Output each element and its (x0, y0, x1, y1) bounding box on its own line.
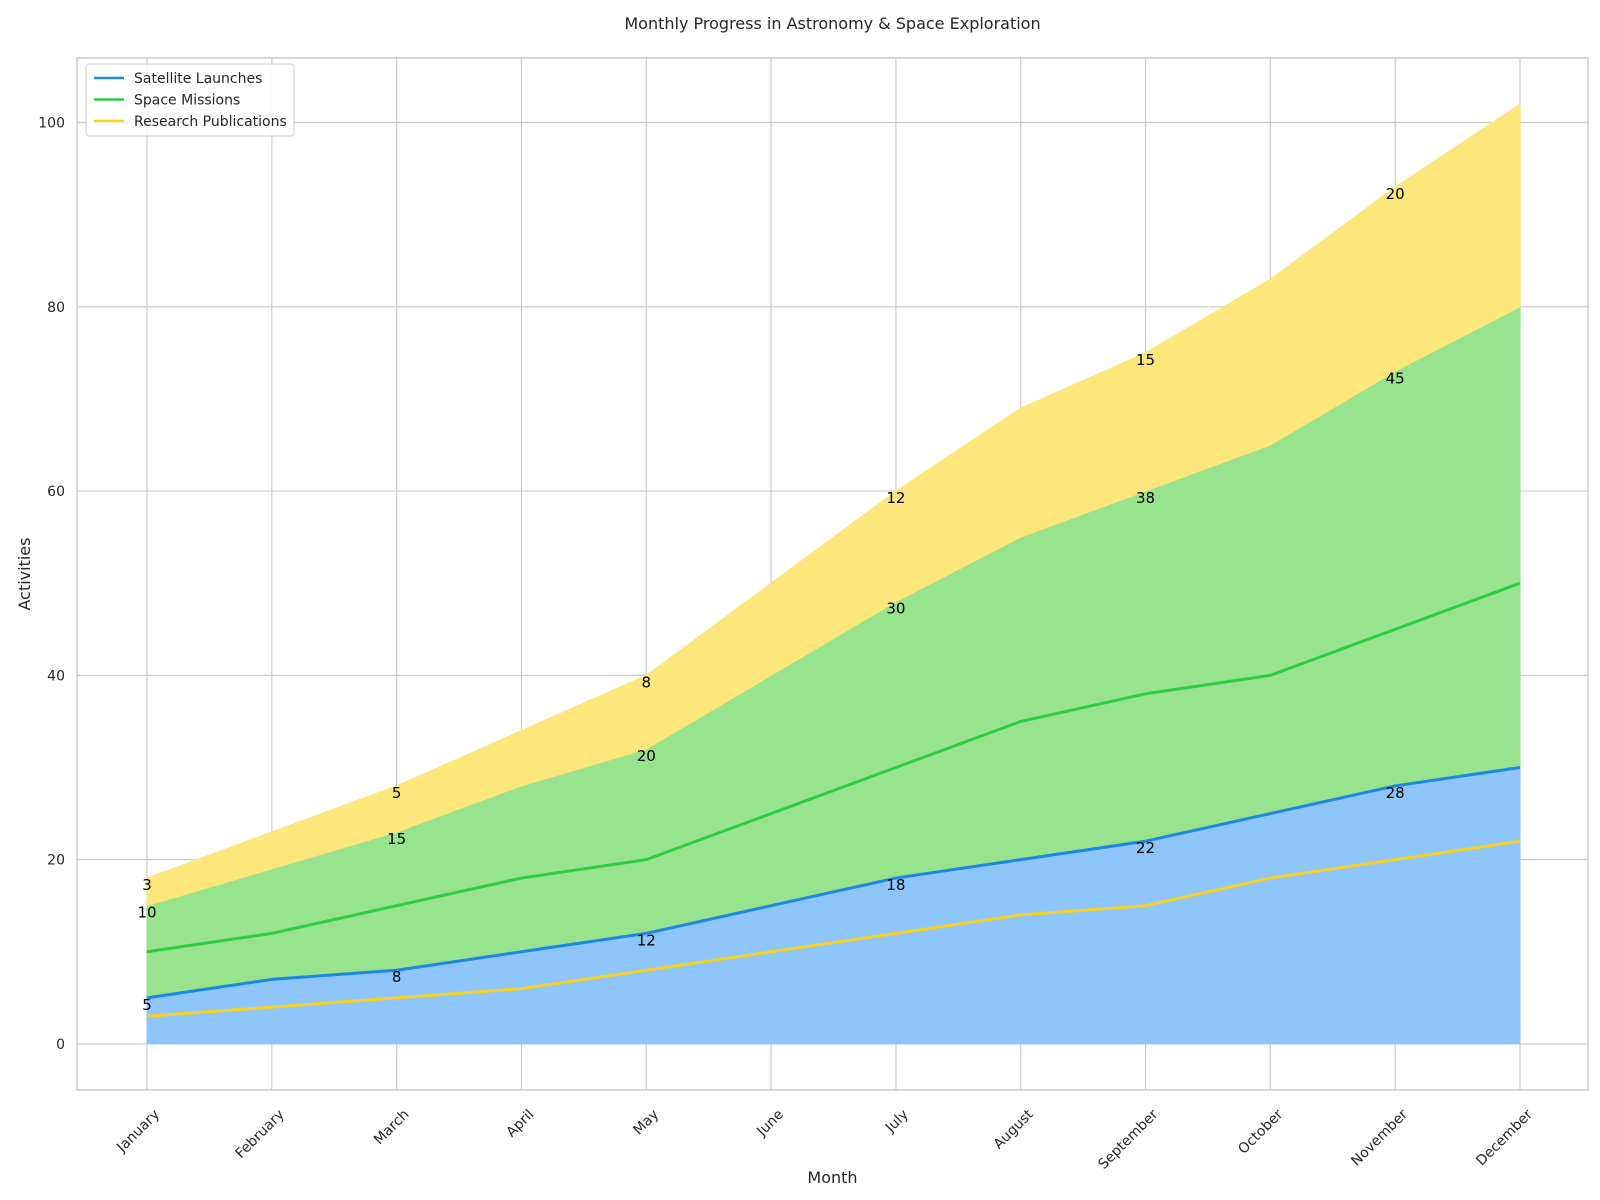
y-tick-label: 60 (47, 484, 65, 500)
x-tick-label: August (991, 1106, 1037, 1152)
x-tick-label: September (1095, 1106, 1161, 1172)
x-tick-label: March (371, 1107, 412, 1148)
y-tick-label: 80 (47, 300, 65, 316)
data-label: 28 (1386, 784, 1405, 802)
data-label: 22 (1136, 839, 1155, 857)
x-tick-label: January (113, 1107, 163, 1157)
x-tick-label: November (1348, 1106, 1411, 1169)
data-label: 3 (142, 876, 152, 894)
x-tick-label: June (753, 1107, 787, 1141)
y-tick-label: 40 (47, 668, 65, 684)
legend: Satellite Launches Space Missions Research… (85, 63, 295, 137)
data-label: 5 (392, 784, 402, 802)
x-axis-ticks: January February March April May June July Augu… (113, 1106, 1536, 1172)
data-label: 8 (641, 673, 651, 691)
x-tick-label: December (1473, 1106, 1536, 1169)
legend-label: Space Missions (134, 93, 240, 109)
data-label: 5 (142, 996, 152, 1014)
x-axis-title: Month (807, 1168, 857, 1187)
x-tick-label: April (503, 1107, 537, 1141)
data-label: 30 (886, 600, 905, 618)
y-tick-label: 100 (38, 116, 65, 132)
legend-box (85, 63, 295, 137)
data-label: 10 (137, 904, 156, 922)
x-tick-label: February (233, 1107, 288, 1162)
y-axis-ticks: 0 20 40 60 80 100 (38, 116, 65, 1053)
y-tick-label: 0 (56, 1037, 65, 1053)
x-tick-label: July (882, 1107, 912, 1137)
x-tick-label: October (1235, 1106, 1286, 1157)
line-satellite-launches (146, 766, 1521, 1000)
stacked-areas (146, 103, 1521, 1045)
data-label: 38 (1136, 489, 1155, 507)
data-label: 20 (1386, 185, 1405, 203)
data-label: 45 (1386, 369, 1405, 387)
y-tick-label: 20 (47, 853, 65, 869)
chart-title: Monthly Progress in Astronomy & Space Ex… (624, 14, 1040, 33)
line-research-publications (146, 839, 1521, 1018)
data-label: 20 (637, 747, 656, 765)
x-tick-label: May (630, 1107, 662, 1139)
legend-label: Research Publications (134, 114, 287, 130)
data-label: 18 (886, 876, 905, 894)
plot-frame (76, 57, 1589, 1091)
line-space-missions (146, 581, 1521, 954)
area-research-publications (146, 103, 1521, 907)
y-axis-title: Activities (15, 538, 34, 611)
data-label: 8 (392, 968, 402, 986)
data-label: 15 (387, 830, 406, 848)
legend-label: Satellite Launches (134, 71, 262, 87)
series-lines (146, 581, 1521, 1018)
data-label: 12 (886, 489, 905, 507)
data-label: 12 (637, 931, 656, 949)
data-label: 15 (1136, 351, 1155, 369)
